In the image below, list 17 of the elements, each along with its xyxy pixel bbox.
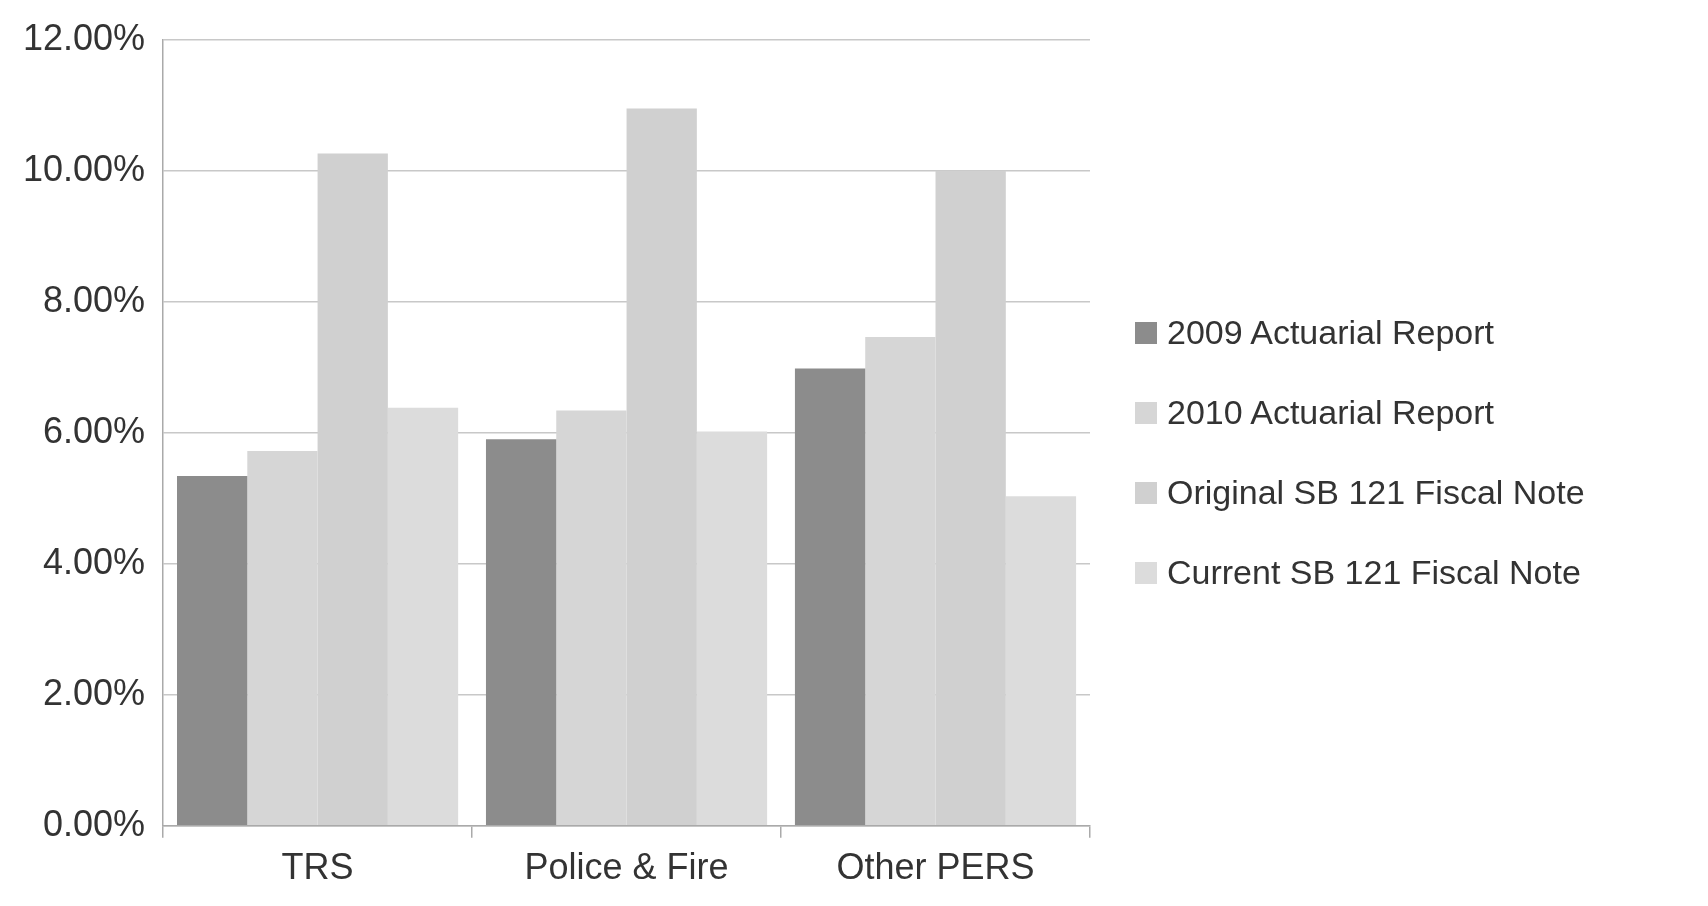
legend-label: 2010 Actuarial Report — [1167, 392, 1494, 434]
y-tick-label: 0.00% — [43, 802, 146, 844]
y-tick-label: 12.00% — [22, 16, 146, 58]
y-tick-label: 8.00% — [43, 278, 146, 320]
x-tick-label: Police & Fire — [524, 846, 729, 888]
bar — [177, 475, 248, 826]
y-tick-label: 4.00% — [43, 540, 146, 582]
x-tick-label: Other PERS — [836, 846, 1035, 888]
bar — [485, 439, 557, 826]
legend-label: Current SB 121 Fiscal Note — [1167, 551, 1581, 593]
y-tick-label: 2.00% — [43, 671, 146, 713]
bar — [794, 368, 866, 826]
legend-label: 2009 Actuarial Report — [1167, 312, 1494, 354]
y-tick-label: 6.00% — [43, 409, 146, 451]
legend-label: Original SB 121 Fiscal Note — [1167, 472, 1585, 513]
y-tick-label: 10.00% — [22, 147, 146, 189]
x-tick-label: TRS — [281, 846, 354, 888]
